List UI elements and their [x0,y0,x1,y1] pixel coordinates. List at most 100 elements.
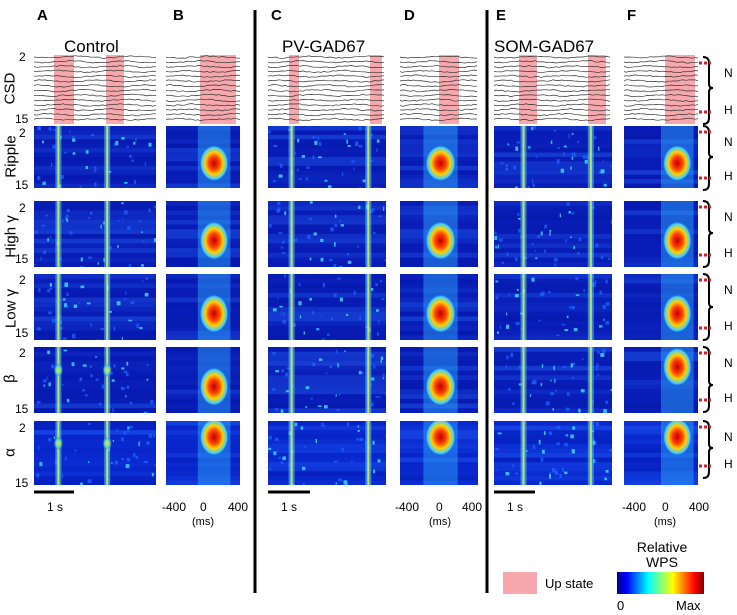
heatmap-speckle [101,384,105,389]
channel-tick-top: 2 [19,50,26,64]
heatmap-speckle [335,482,338,485]
heatmap-speckle [556,426,561,430]
heatmap-speckle [544,224,548,229]
heatmap-peak [425,366,457,407]
time-tick-d-zero: 0 [436,500,443,514]
heatmap-band [268,215,386,220]
heatmap-speckle [537,235,541,238]
heatmap-speckle [88,216,90,219]
heatmap-band [624,448,698,453]
heatmap-speckle [381,298,385,301]
heatmap-speckle [115,140,119,146]
heatmap-speckle [499,325,502,329]
heatmap-speckle [359,187,361,188]
heatmap-band [624,307,698,312]
csd-row [33,55,699,124]
heatmap-speckle [124,210,128,215]
heatmap-speckle [531,243,534,246]
heatmap-band [34,174,156,180]
heatmap-speckle [71,362,75,367]
layer-label-n: N [724,135,733,149]
heatmap-band [624,219,698,225]
heatmap-speckle [134,179,136,185]
heatmap-speckle [600,169,605,174]
csd-trace [623,94,699,97]
heatmap-speckle [359,437,364,442]
heatmap-panel [268,126,386,188]
heatmap-speckle [351,160,355,163]
heatmap-speckle [80,285,85,289]
scale-bar-label-a: 1 s [47,500,64,514]
heatmap-band [494,316,612,322]
heatmap-band [494,370,612,376]
heatmap-peak [199,421,229,457]
heatmap-band [494,302,612,307]
heatmap-speckle [153,434,156,438]
heatmap-band [268,365,386,371]
heatmap-speckle [103,221,105,225]
heatmap-speckle [358,370,362,375]
panel-letter-b: B [173,7,184,24]
heatmap-speckle [516,141,521,144]
heatmap-speckle [144,162,147,166]
heatmap-speckle [540,291,545,295]
heatmap-band [494,165,612,171]
heatmap-speckle [527,146,531,149]
heatmap-band [624,365,698,371]
heatmap-speckle [316,328,320,331]
heatmap-speckle [63,349,67,352]
heatmap-speckle [284,211,287,215]
heatmap-speckle [133,141,136,145]
heatmap-speckle [132,453,136,458]
up-state-shading [519,55,537,124]
heatmap-band [400,408,478,413]
heatmap-speckle [324,179,328,182]
heatmap-speckle [550,392,555,396]
heatmap-speckle [333,264,337,267]
heatmap-panel [268,347,386,413]
heatmap-speckle [380,360,382,363]
heatmap-speckle [543,431,546,435]
heatmap-speckle [127,426,130,430]
heatmap-speckle [62,337,67,340]
csd-trace [623,74,699,78]
heatmap-band [34,229,156,234]
heatmap-band [268,130,386,135]
csd-trace [493,65,610,69]
heatmap-speckle [552,408,554,411]
heatmap-speckle [296,168,299,172]
heatmap-speckle [279,305,283,308]
heatmap-speckle [516,288,519,291]
heatmap-band [34,210,156,216]
heatmap-panel [400,347,478,413]
heatmap-speckle [320,315,322,318]
heatmap-panel [34,126,156,188]
channel-tick-bottom: 15 [15,112,29,126]
heatmap-content [624,421,698,485]
heatmap-speckle [280,163,283,168]
heatmap-speckle [320,238,324,242]
heatmap-band [166,130,240,135]
time-tick-b-max: 400 [228,500,249,514]
csd-panel-e [493,55,611,124]
heatmap-speckle [310,397,313,400]
heatmap-speckle [527,186,530,188]
heatmap-band [624,347,698,352]
csd-trace [267,98,385,102]
heatmap-background [34,421,156,485]
heatmap-speckle [280,461,284,464]
csd-trace [623,55,699,59]
heatmap-speckle [112,439,115,442]
heatmap-band [400,262,478,267]
csd-trace [623,104,699,107]
layer-bracket [702,125,714,191]
csd-trace [623,98,698,102]
heatmap-speckle [371,377,375,381]
csd-panel-d [399,55,478,124]
heatmap-band [166,274,240,279]
heatmap-speckle [128,425,133,429]
heatmap-band [166,252,240,258]
heatmap-speckle [334,214,337,218]
heatmap-band [624,174,698,180]
heatmap-speckle [377,187,379,188]
